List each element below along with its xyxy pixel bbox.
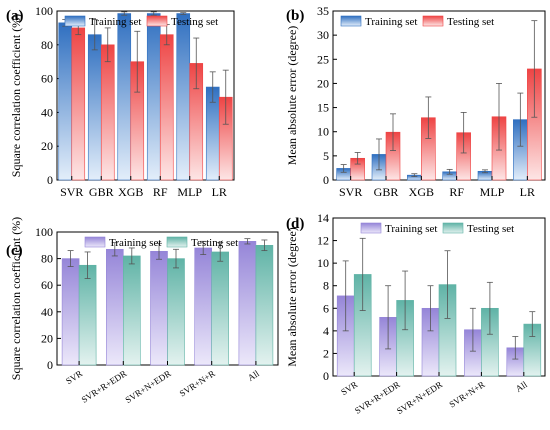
- legend-label: Testing set: [467, 223, 514, 235]
- legend-label: Training set: [365, 16, 417, 28]
- bar-teal-1: [123, 255, 141, 366]
- y-tick-label: 12: [317, 234, 329, 248]
- panel-3: 0 2 4 6 8 10 12 14 Mean absolute error (degree)(…: [285, 211, 546, 416]
- y-tick-label: 40: [41, 305, 53, 319]
- bar-blue-1: [87, 34, 102, 181]
- x-tick-label: SVR+R+EDR: [80, 368, 129, 405]
- x-tick-label: GBR: [374, 185, 399, 199]
- bar-blue-2: [117, 13, 132, 181]
- y-axis-label: Square correlation coefficient (%): [9, 217, 23, 380]
- legend-swatch-red: [146, 15, 168, 27]
- y-tick-label: 4: [323, 324, 329, 338]
- panel-label: (c): [6, 243, 23, 259]
- y-tick-label: 60: [41, 72, 53, 86]
- legend-swatch-blue: [340, 15, 362, 27]
- x-tick-label: SVR: [339, 379, 359, 397]
- y-tick-label: 8: [323, 279, 329, 293]
- y-tick-label: 14: [317, 211, 329, 225]
- x-tick-label: SVR: [60, 185, 83, 199]
- bar-purple-2: [150, 250, 168, 366]
- x-tick-label: All: [514, 379, 530, 394]
- y-tick-label: 6: [323, 301, 329, 315]
- y-tick-label: 20: [317, 76, 329, 90]
- bar-purple-3: [194, 247, 212, 366]
- x-tick-label: MLP: [177, 185, 202, 199]
- legend-swatch-purple: [360, 222, 382, 234]
- y-axis-label: Mean absolute error (degree): [285, 26, 299, 166]
- panel-label: (b): [286, 8, 304, 24]
- bar-teal-3: [211, 251, 229, 366]
- y-tick-label: 15: [317, 101, 329, 115]
- x-tick-label: XGB: [409, 185, 434, 199]
- panel-1: 0 5 10 15 20 25 30 35 Mean absolute error (degre…: [285, 4, 546, 199]
- y-tick-label: 100: [35, 4, 53, 18]
- y-tick-label: 0: [47, 173, 53, 187]
- bar-teal-0: [78, 264, 97, 366]
- bar-red-0: [71, 27, 86, 181]
- x-tick-label: SVR+N+EDR: [123, 368, 172, 405]
- x-tick-label: GBR: [89, 185, 114, 199]
- y-tick-label: 0: [323, 173, 329, 187]
- x-tick-label: XGB: [118, 185, 143, 199]
- x-tick-label: All: [246, 368, 262, 383]
- x-tick-label: SVR+N+R: [178, 368, 217, 398]
- panel-2: 0 20 40 60 80 100 Square correlation coefficie…: [6, 217, 279, 405]
- y-tick-label: 80: [41, 38, 53, 52]
- y-tick-label: 10: [317, 125, 329, 139]
- legend-swatch-purple: [84, 236, 106, 248]
- legend-swatch-teal: [442, 222, 464, 234]
- legend-swatch-red: [422, 15, 444, 27]
- y-axis-label: Mean absolute error (degree): [285, 227, 299, 367]
- y-tick-label: 35: [317, 4, 329, 18]
- bar-red-1: [100, 44, 115, 181]
- bar-blue-0: [58, 22, 73, 181]
- y-tick-label: 5: [323, 149, 329, 163]
- bar-blue-4: [176, 13, 191, 181]
- y-tick-label: 0: [323, 369, 329, 383]
- x-tick-label: SVR+R+EDR: [353, 379, 402, 416]
- x-tick-label: SVR: [64, 368, 84, 386]
- bar-teal-2: [167, 258, 185, 366]
- y-axis-label: Square correlation coefficient (%): [9, 14, 23, 177]
- y-tick-label: 10: [317, 256, 329, 270]
- plot-frame: [332, 10, 546, 181]
- panel-0: 0 20 40 60 80 100 Square correlation coefficie…: [6, 4, 235, 199]
- x-tick-label: SVR+N+EDR: [395, 379, 444, 416]
- legend-label: Training set: [89, 16, 141, 28]
- x-tick-label: SVR+N+R: [447, 379, 486, 409]
- bar-purple-1: [106, 248, 124, 366]
- bar-teal-4: [255, 245, 274, 366]
- x-tick-label: RF: [153, 185, 168, 199]
- legend-label: Testing set: [447, 16, 494, 28]
- plot-frame: [56, 10, 235, 181]
- y-tick-label: 20: [41, 139, 53, 153]
- legend-swatch-blue: [64, 15, 86, 27]
- panel-label: (a): [6, 8, 24, 24]
- y-tick-label: 0: [47, 358, 53, 372]
- panel-label: (d): [286, 216, 304, 232]
- x-tick-label: LR: [520, 185, 535, 199]
- y-tick-label: 80: [41, 252, 53, 266]
- y-tick-label: 2: [323, 346, 329, 360]
- y-tick-label: 30: [317, 28, 329, 42]
- legend-label: Testing set: [191, 237, 238, 249]
- bar-purple-0: [61, 258, 80, 366]
- x-tick-label: SVR: [339, 185, 362, 199]
- legend-swatch-teal: [166, 236, 188, 248]
- x-tick-label: RF: [449, 185, 464, 199]
- bar-red-3: [159, 34, 174, 181]
- y-tick-label: 100: [35, 225, 53, 239]
- legend-label: Training set: [385, 223, 437, 235]
- legend-label: Training set: [109, 237, 161, 249]
- y-tick-label: 25: [317, 52, 329, 66]
- bar-purple-4: [238, 241, 257, 366]
- y-tick-label: 20: [41, 331, 53, 345]
- y-tick-label: 60: [41, 278, 53, 292]
- legend-label: Testing set: [171, 16, 218, 28]
- bar-blue-3: [146, 13, 161, 181]
- y-tick-label: 40: [41, 105, 53, 119]
- x-tick-label: MLP: [480, 185, 505, 199]
- x-tick-label: LR: [212, 185, 227, 199]
